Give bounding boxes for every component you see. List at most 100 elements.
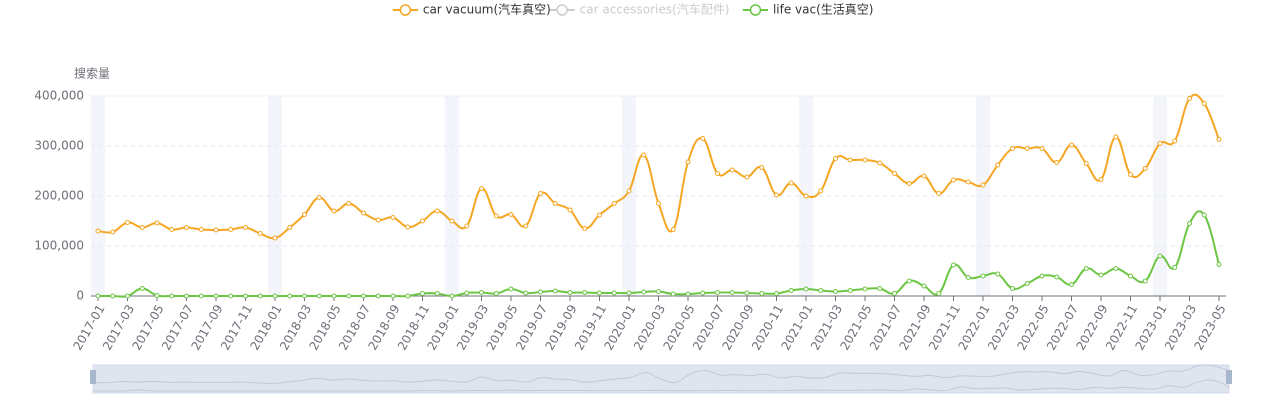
data-point (1201, 101, 1207, 106)
data-point (1128, 273, 1133, 279)
series-line (97, 93, 1220, 240)
data-point (1024, 146, 1030, 151)
data-point (243, 293, 248, 299)
data-point (361, 293, 366, 299)
data-point (243, 225, 248, 230)
legend-label[interactable]: car vacuum(汽车真空) (423, 2, 551, 17)
data-point (464, 223, 470, 229)
data-point (420, 291, 425, 296)
data-point (464, 290, 470, 296)
series-line (98, 210, 1220, 298)
data-point (847, 157, 853, 163)
data-point (493, 291, 499, 296)
data-point (1187, 96, 1192, 101)
data-point (1172, 138, 1178, 144)
data-point (390, 293, 396, 299)
data-point (1010, 146, 1015, 151)
data-point (169, 293, 175, 299)
data-point (552, 201, 558, 206)
data-point (951, 262, 956, 268)
data-point (921, 283, 927, 289)
data-point (641, 289, 647, 295)
data-point (257, 293, 263, 299)
data-point (729, 167, 735, 173)
data-point (685, 159, 691, 165)
data-point (213, 293, 219, 299)
data-point (1216, 262, 1222, 267)
data-point (1113, 266, 1119, 271)
data-point (479, 186, 484, 191)
data-point (567, 290, 573, 295)
data-point (302, 212, 307, 217)
data-point (936, 291, 942, 296)
data-point (700, 136, 706, 141)
data-point (1024, 281, 1030, 286)
legend-label[interactable]: life vac(生活真空) (773, 3, 874, 17)
y-tick-label: 200,000 (34, 189, 84, 203)
data-point (744, 174, 750, 180)
data-point (198, 227, 204, 232)
data-point (552, 288, 558, 294)
data-point (169, 227, 175, 232)
data-point (1039, 146, 1045, 151)
data-point (877, 286, 883, 291)
data-point (759, 165, 765, 170)
data-point (803, 193, 809, 199)
data-point (420, 218, 425, 224)
data-point (95, 228, 101, 234)
data-point (139, 225, 145, 230)
legend-icon (749, 4, 762, 16)
legend-label[interactable]: car accessories(汽车配件) (580, 2, 730, 17)
data-point (774, 291, 779, 296)
data-point (877, 160, 883, 166)
data-point (1187, 221, 1192, 226)
data-point (375, 293, 381, 299)
data-point (361, 210, 366, 216)
data-point (331, 293, 337, 299)
data-point (641, 152, 647, 158)
data-point (1054, 160, 1060, 165)
data-point (1201, 212, 1207, 218)
data-point (272, 293, 278, 299)
data-point (788, 180, 794, 186)
data-point (110, 229, 116, 235)
data-point (862, 157, 868, 163)
data-point (1142, 166, 1148, 171)
data-point (744, 290, 750, 296)
data-point (995, 271, 1001, 277)
data-point (1010, 286, 1015, 291)
data-point (803, 286, 809, 292)
data-point (375, 217, 381, 223)
data-point (833, 156, 838, 161)
data-point (965, 179, 971, 185)
data-point (1172, 265, 1178, 270)
data-point (715, 290, 720, 295)
data-point (965, 275, 971, 280)
data-point (892, 171, 897, 176)
data-point (597, 212, 602, 218)
data-point (1054, 274, 1060, 280)
data-point (626, 290, 632, 296)
data-point (449, 218, 455, 224)
data-point (1069, 142, 1074, 148)
data-point (670, 227, 676, 232)
data-point (818, 188, 824, 194)
data-point (184, 225, 189, 230)
data-point (1083, 266, 1089, 271)
data-point (316, 195, 322, 200)
zoom-handle[interactable] (90, 370, 96, 384)
data-point (538, 191, 543, 196)
data-point (729, 290, 735, 295)
data-point (493, 213, 499, 219)
data-point (405, 293, 411, 299)
data-point (1069, 282, 1074, 287)
data-point (818, 288, 824, 293)
data-point (656, 201, 661, 206)
data-point (125, 220, 130, 225)
data-point (434, 291, 440, 296)
zoom-handle[interactable] (1226, 370, 1232, 384)
data-point (346, 293, 352, 299)
data-point (700, 290, 706, 296)
data-point (110, 293, 116, 299)
legend-icon (399, 4, 412, 16)
